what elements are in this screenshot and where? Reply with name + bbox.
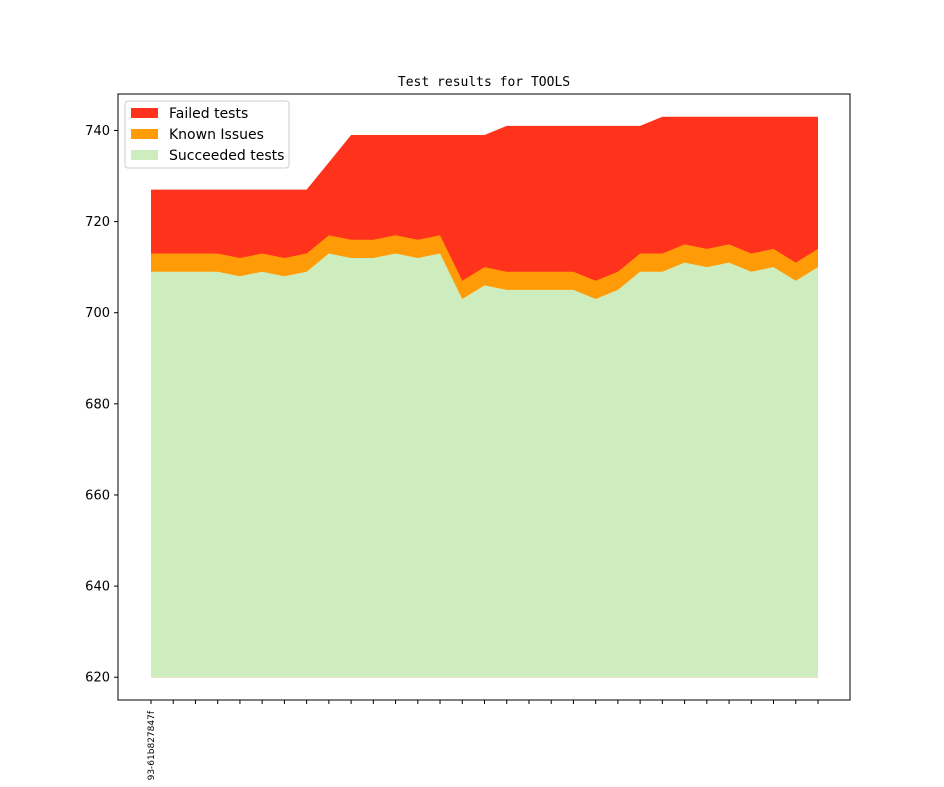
- legend-label: Known Issues: [169, 127, 264, 143]
- y-tick-label: 680: [85, 397, 110, 412]
- legend-label: Succeeded tests: [169, 148, 284, 164]
- area-succeeded-tests: [151, 253, 818, 678]
- x-axis: 93-61b827847f: [147, 700, 819, 780]
- x-tick-label: 93-61b827847f: [147, 710, 157, 780]
- legend-swatch: [131, 129, 158, 139]
- legend-swatch: [131, 108, 158, 118]
- legend: Failed tests Known Issues Succeeded tests: [124, 100, 290, 169]
- y-tick-label: 660: [85, 488, 110, 503]
- legend-swatch: [131, 150, 158, 160]
- y-tick-label: 700: [85, 306, 110, 321]
- y-tick-label: 620: [85, 671, 110, 686]
- y-tick-label: 720: [85, 215, 110, 230]
- y-tick-label: 640: [85, 580, 110, 595]
- y-axis: 620 640 660 680 700 720 740: [85, 124, 118, 686]
- area-layer: [151, 116, 818, 678]
- chart-title: Test results for TOOLS: [398, 75, 570, 90]
- legend-label: Failed tests: [169, 106, 248, 122]
- legend-box: [124, 100, 290, 169]
- y-tick-label: 740: [85, 124, 110, 139]
